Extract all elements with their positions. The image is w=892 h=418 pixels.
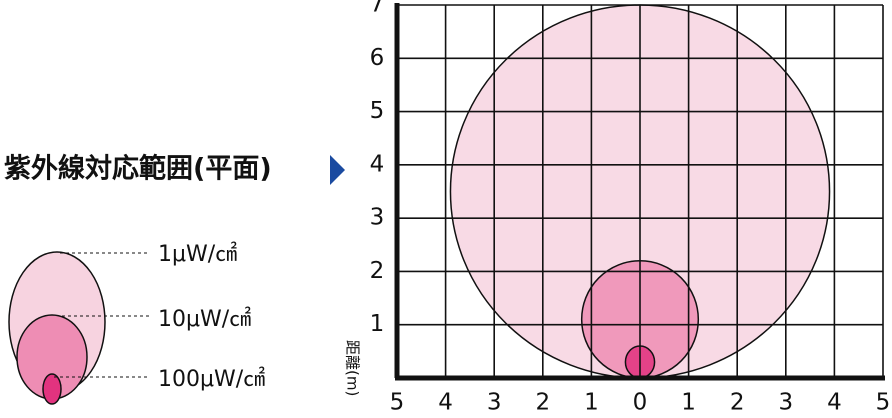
x-tick-label: 3 <box>487 390 502 416</box>
y-tick-label: 1 <box>370 311 385 337</box>
y-tick-label: 6 <box>370 45 385 71</box>
x-tick-label: 1 <box>681 390 696 416</box>
x-tick-label: 4 <box>438 390 453 416</box>
x-tick-label: 1 <box>584 390 599 416</box>
y-tick-label: 5 <box>370 98 385 124</box>
legend-label: 1μW/㎠ <box>158 241 237 267</box>
x-tick-label: 4 <box>827 390 842 416</box>
x-tick-label: 5 <box>390 390 405 416</box>
legend-label: 100μW/㎠ <box>158 366 265 392</box>
x-tick-label: 5 <box>876 390 891 416</box>
y-axis-label: 距離(m) <box>344 340 362 396</box>
y-tick-label: 2 <box>370 258 385 284</box>
x-tick-label: 0 <box>633 390 648 416</box>
legend-label: 10μW/㎠ <box>158 306 251 332</box>
legend: 1μW/㎠ 10μW/㎠ 100μW/㎠ <box>8 241 265 405</box>
x-tick-label: 2 <box>535 390 550 416</box>
chart-title: 紫外線対応範囲(平面) <box>4 153 272 185</box>
y-tick-label: 4 <box>370 151 385 177</box>
y-tick-label: 3 <box>370 205 385 231</box>
x-tick-label: 3 <box>778 390 793 416</box>
legend-swatch <box>42 373 62 405</box>
x-tick-label: 2 <box>730 390 745 416</box>
title-arrow <box>330 155 345 185</box>
y-tick-label: 7 <box>370 0 385 18</box>
